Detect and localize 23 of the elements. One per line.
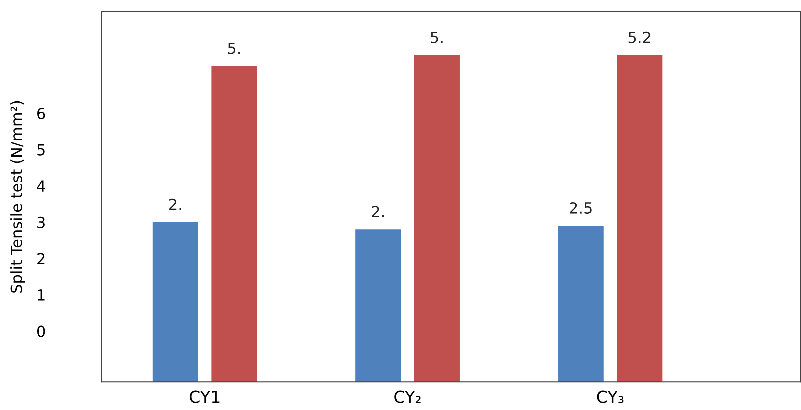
x-tick-label: CY₂ [394, 390, 421, 404]
annotation: 2.5 [570, 202, 592, 214]
y-tick-label: 1 [38, 290, 45, 301]
y-axis-title: Split Tensile test (N/mm²) [10, 101, 26, 293]
bar [212, 66, 258, 382]
annotation: 2. [372, 206, 384, 218]
bar [617, 55, 663, 382]
annotation: 5. [228, 42, 240, 54]
x-tick-label: CY₃ [597, 390, 624, 404]
y-tick-label: 2 [38, 253, 45, 265]
x-tick-label: CY1 [190, 390, 220, 404]
y-tick-label: 4 [37, 180, 46, 192]
annotation: 5. [431, 32, 443, 44]
bar [558, 226, 604, 382]
y-tick-label: 0 [37, 326, 46, 338]
bar [152, 222, 199, 382]
y-tick-label: 3 [38, 216, 45, 228]
annotation: 2. [170, 198, 182, 210]
annotation: 5.2 [628, 32, 650, 44]
bar [414, 55, 460, 382]
y-tick-label: 5 [38, 144, 45, 156]
y-tick-label: 6 [38, 108, 46, 120]
bar [356, 230, 402, 382]
